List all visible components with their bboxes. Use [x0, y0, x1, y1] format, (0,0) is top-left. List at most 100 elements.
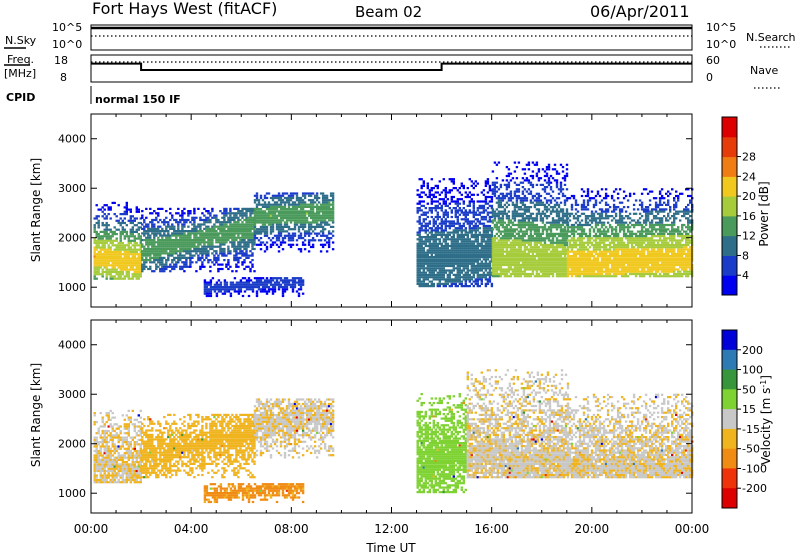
- power-cell: [207, 232, 210, 235]
- power-cell: [141, 270, 144, 273]
- power-cell: [416, 271, 419, 274]
- power-cell: [105, 235, 108, 238]
- power-cell: [115, 270, 118, 274]
- power-cell: [191, 216, 194, 219]
- power-cell: [488, 215, 492, 219]
- power-cell: [205, 281, 209, 284]
- power-cell: [111, 259, 114, 262]
- power-cell: [559, 201, 563, 204]
- power-cell: [553, 199, 557, 202]
- power-cell: [303, 212, 307, 215]
- power-cell: [428, 244, 431, 248]
- power-cell: [456, 253, 459, 256]
- power-cell: [253, 234, 257, 237]
- power-cell: [315, 192, 319, 195]
- power-cell: [211, 207, 214, 210]
- power-cell: [279, 283, 283, 286]
- power-cell: [422, 273, 425, 276]
- power-cell: [245, 216, 248, 219]
- power-cell: [251, 286, 255, 289]
- power-cell: [169, 241, 172, 244]
- power-cell: [491, 261, 495, 264]
- power-cell: [515, 239, 519, 242]
- power-cell: [171, 250, 174, 253]
- power-cell: [480, 253, 483, 256]
- power-cell: [193, 254, 196, 257]
- power-cell: [121, 221, 124, 225]
- power-cell: [259, 228, 263, 231]
- power-cell: [181, 236, 184, 239]
- power-cell: [239, 227, 242, 230]
- power-cell: [169, 252, 172, 255]
- power-cell: [219, 243, 222, 246]
- power-cell: [259, 194, 263, 197]
- power-cell: [121, 262, 124, 265]
- power-cell: [153, 254, 156, 257]
- power-cell: [486, 242, 490, 245]
- power-cell: [115, 268, 118, 271]
- power-cell: [111, 268, 114, 271]
- power-cell: [327, 208, 331, 211]
- power-cell: [163, 234, 166, 237]
- power-cell: [241, 214, 244, 217]
- power-cell: [263, 210, 267, 213]
- power-cell: [245, 279, 249, 282]
- power-cell: [535, 241, 539, 244]
- power-cell: [173, 241, 176, 244]
- power-cell: [531, 170, 535, 173]
- power-cell: [474, 278, 477, 281]
- power-cell: [491, 228, 495, 231]
- power-cell: [553, 250, 557, 253]
- power-cell: [253, 225, 257, 228]
- power-cell: [436, 260, 439, 263]
- power-cell: [257, 279, 261, 282]
- power-cell: [197, 223, 200, 226]
- power-cell: [197, 247, 200, 251]
- power-cell: [432, 187, 435, 190]
- power-cell: [269, 245, 273, 249]
- power-cell: [495, 201, 499, 204]
- power-cell: [133, 270, 136, 274]
- power-cell: [442, 247, 445, 250]
- power-cell: [499, 186, 503, 189]
- power-cell: [259, 290, 263, 293]
- power-cell: [493, 257, 497, 260]
- power-cell: [468, 227, 471, 230]
- power-cell: [121, 268, 124, 271]
- power-cell: [476, 200, 479, 203]
- power-cell: [177, 261, 180, 264]
- power-cell: [211, 216, 214, 219]
- power-cell: [243, 243, 246, 246]
- power-cell: [287, 201, 291, 204]
- power-cell: [509, 190, 513, 193]
- power-cell: [233, 277, 237, 280]
- power-cell: [225, 265, 228, 268]
- power-cell: [557, 203, 561, 206]
- power-cell: [121, 277, 124, 280]
- power-scatter: [93, 161, 694, 298]
- power-cell: [223, 281, 227, 284]
- power-cell: [555, 232, 559, 235]
- power-cell: [95, 262, 98, 265]
- power-cell: [515, 212, 519, 215]
- power-cell: [143, 221, 146, 224]
- power-cell: [511, 252, 515, 255]
- power-cell: [233, 225, 236, 228]
- power-cell: [486, 229, 490, 232]
- power-cell: [505, 174, 509, 178]
- power-cell: [257, 212, 261, 215]
- power-cell: [436, 233, 439, 236]
- power-cell: [499, 270, 503, 273]
- power-cell: [495, 241, 499, 244]
- power-cell: [450, 180, 453, 183]
- power-cell: [117, 259, 120, 262]
- power-cell: [448, 256, 451, 259]
- power-cell: [117, 219, 120, 222]
- power-cell: [103, 213, 106, 216]
- power-cell: [93, 230, 96, 233]
- power-cell: [101, 210, 104, 213]
- power-cell: [177, 243, 180, 246]
- power-cell: [529, 232, 533, 235]
- power-cell: [535, 217, 539, 220]
- power-cell: [444, 253, 447, 256]
